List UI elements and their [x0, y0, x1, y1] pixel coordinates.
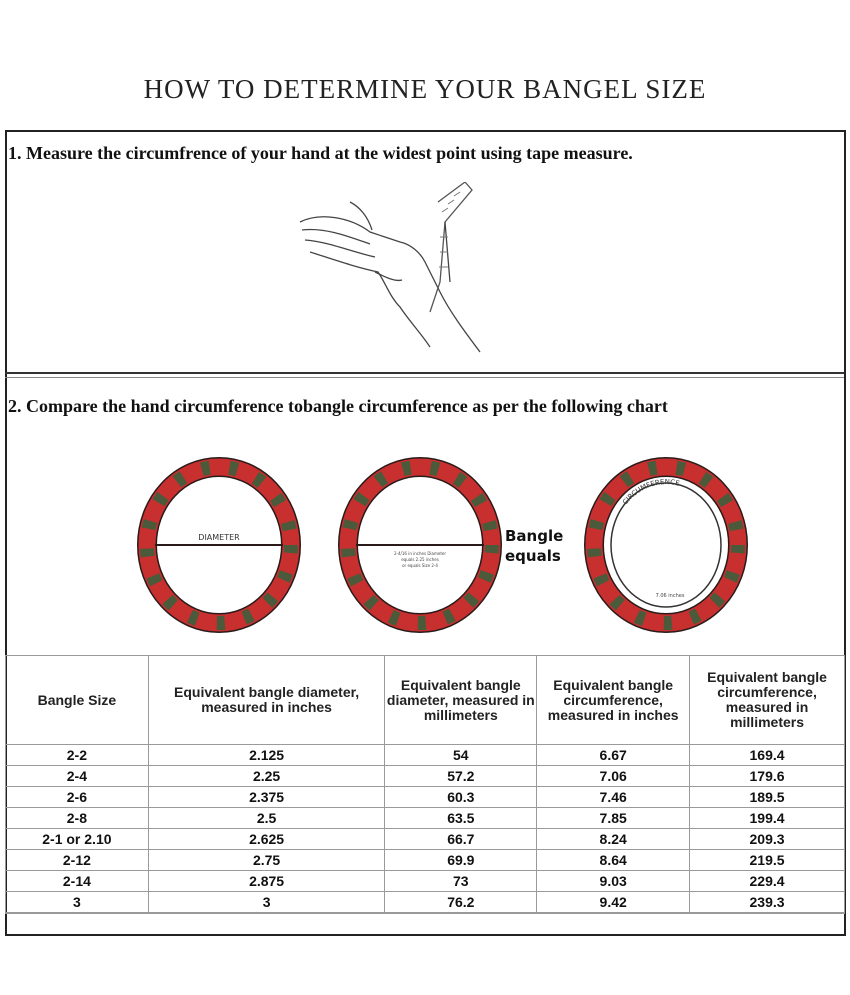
svg-text:equals 2.25 inches: equals 2.25 inches	[401, 557, 439, 562]
table-cell: 2-12	[5, 849, 149, 871]
table-cell: 73	[384, 870, 538, 892]
equals-line-2: equals	[505, 547, 561, 565]
bangle-circumference: CIRCUMFERENCE 7.06 inches	[594, 467, 738, 623]
svg-text:2-4/16 in inches Diameter: 2-4/16 in inches Diameter	[394, 551, 446, 556]
table-row: 3 3 76.2 9.42 239.3	[5, 891, 845, 914]
table-header-row: Bangle Size Equivalent bangle diameter, m…	[5, 655, 845, 745]
section-divider	[5, 372, 844, 374]
table-cell: 2.375	[147, 786, 386, 808]
page-title: HOW TO DETERMINE YOUR BANGEL SIZE	[143, 74, 707, 104]
table-cell: 57.2	[384, 765, 538, 787]
table-cell: 2.875	[147, 870, 386, 892]
table-row: 2-14 2.875 73 9.03 229.4	[5, 870, 845, 892]
step-2-text: 2. Compare the hand circumference tobang…	[8, 396, 668, 416]
table-row: 2-8 2.5 63.5 7.85 199.4	[5, 807, 845, 829]
table-cell: 63.5	[384, 807, 538, 829]
bangle-example: 2-4/16 in inches Diameter equals 2.25 in…	[348, 467, 492, 623]
guide-frame	[5, 130, 846, 936]
column-header: Equivalent bangle diameter, measured in …	[384, 655, 538, 745]
table-cell: 69.9	[384, 849, 538, 871]
column-header: Equivalent bangle circumference, measure…	[689, 655, 845, 745]
table-cell: 7.46	[536, 786, 691, 808]
table-cell: 229.4	[689, 870, 845, 892]
svg-text:or equals Size 2-4: or equals Size 2-4	[402, 563, 438, 568]
table-cell: 209.3	[689, 828, 845, 850]
bangle-diagrams: DIAMETER 2-4/16 in inches Diameter equal…	[130, 455, 750, 635]
table-cell: 2-1 or 2.10	[5, 828, 149, 850]
table-cell: 60.3	[384, 786, 538, 808]
table-cell: 7.06	[536, 765, 691, 787]
diameter-label: DIAMETER	[198, 533, 240, 542]
equals-line-1: Bangle	[505, 527, 564, 545]
table-cell: 9.03	[536, 870, 691, 892]
table-cell: 6.67	[536, 744, 691, 766]
table-cell: 2.625	[147, 828, 386, 850]
bangle-diameter: DIAMETER	[147, 467, 291, 623]
table-cell: 9.42	[536, 891, 691, 914]
column-header: Equivalent bangle diameter, measured in …	[147, 655, 386, 745]
hand-measuring-illustration	[299, 182, 481, 353]
table-cell: 2-6	[5, 786, 149, 808]
column-header: Bangle Size	[5, 655, 149, 745]
column-header: Equivalent bangle circumference, measure…	[536, 655, 691, 745]
table-cell: 3	[5, 891, 149, 914]
table-cell: 179.6	[689, 765, 845, 787]
bangle-equals-text: Bangle equals	[505, 526, 563, 566]
table-cell: 2-2	[5, 744, 149, 766]
table-cell: 2-14	[5, 870, 149, 892]
table-cell: 8.24	[536, 828, 691, 850]
table-row: 2-4 2.25 57.2 7.06 179.6	[5, 765, 845, 787]
step-1-text: 1. Measure the circumfrence of your hand…	[8, 143, 633, 163]
table-cell: 169.4	[689, 744, 845, 766]
table-cell: 54	[384, 744, 538, 766]
table-cell: 219.5	[689, 849, 845, 871]
table-cell: 2-4	[5, 765, 149, 787]
table-cell: 199.4	[689, 807, 845, 829]
table-row: 2-12 2.75 69.9 8.64 219.5	[5, 849, 845, 871]
table-cell: 3	[147, 891, 386, 914]
bangle-size-table: Bangle Size Equivalent bangle diameter, m…	[5, 655, 845, 914]
table-cell: 66.7	[384, 828, 538, 850]
table-cell: 2.5	[147, 807, 386, 829]
table-cell: 189.5	[689, 786, 845, 808]
table-cell: 2.125	[147, 744, 386, 766]
table-cell: 2-8	[5, 807, 149, 829]
table-cell: 8.64	[536, 849, 691, 871]
table-row: 2-2 2.125 54 6.67 169.4	[5, 744, 845, 766]
table-cell: 2.75	[147, 849, 386, 871]
table-cell: 2.25	[147, 765, 386, 787]
svg-text:7.06 inches: 7.06 inches	[656, 593, 685, 599]
table-row: 2-1 or 2.10 2.625 66.7 8.24 209.3	[5, 828, 845, 850]
table-cell: 76.2	[384, 891, 538, 914]
section-divider-inner	[5, 377, 844, 378]
table-cell: 7.85	[536, 807, 691, 829]
table-cell: 239.3	[689, 891, 845, 914]
table-row: 2-6 2.375 60.3 7.46 189.5	[5, 786, 845, 808]
